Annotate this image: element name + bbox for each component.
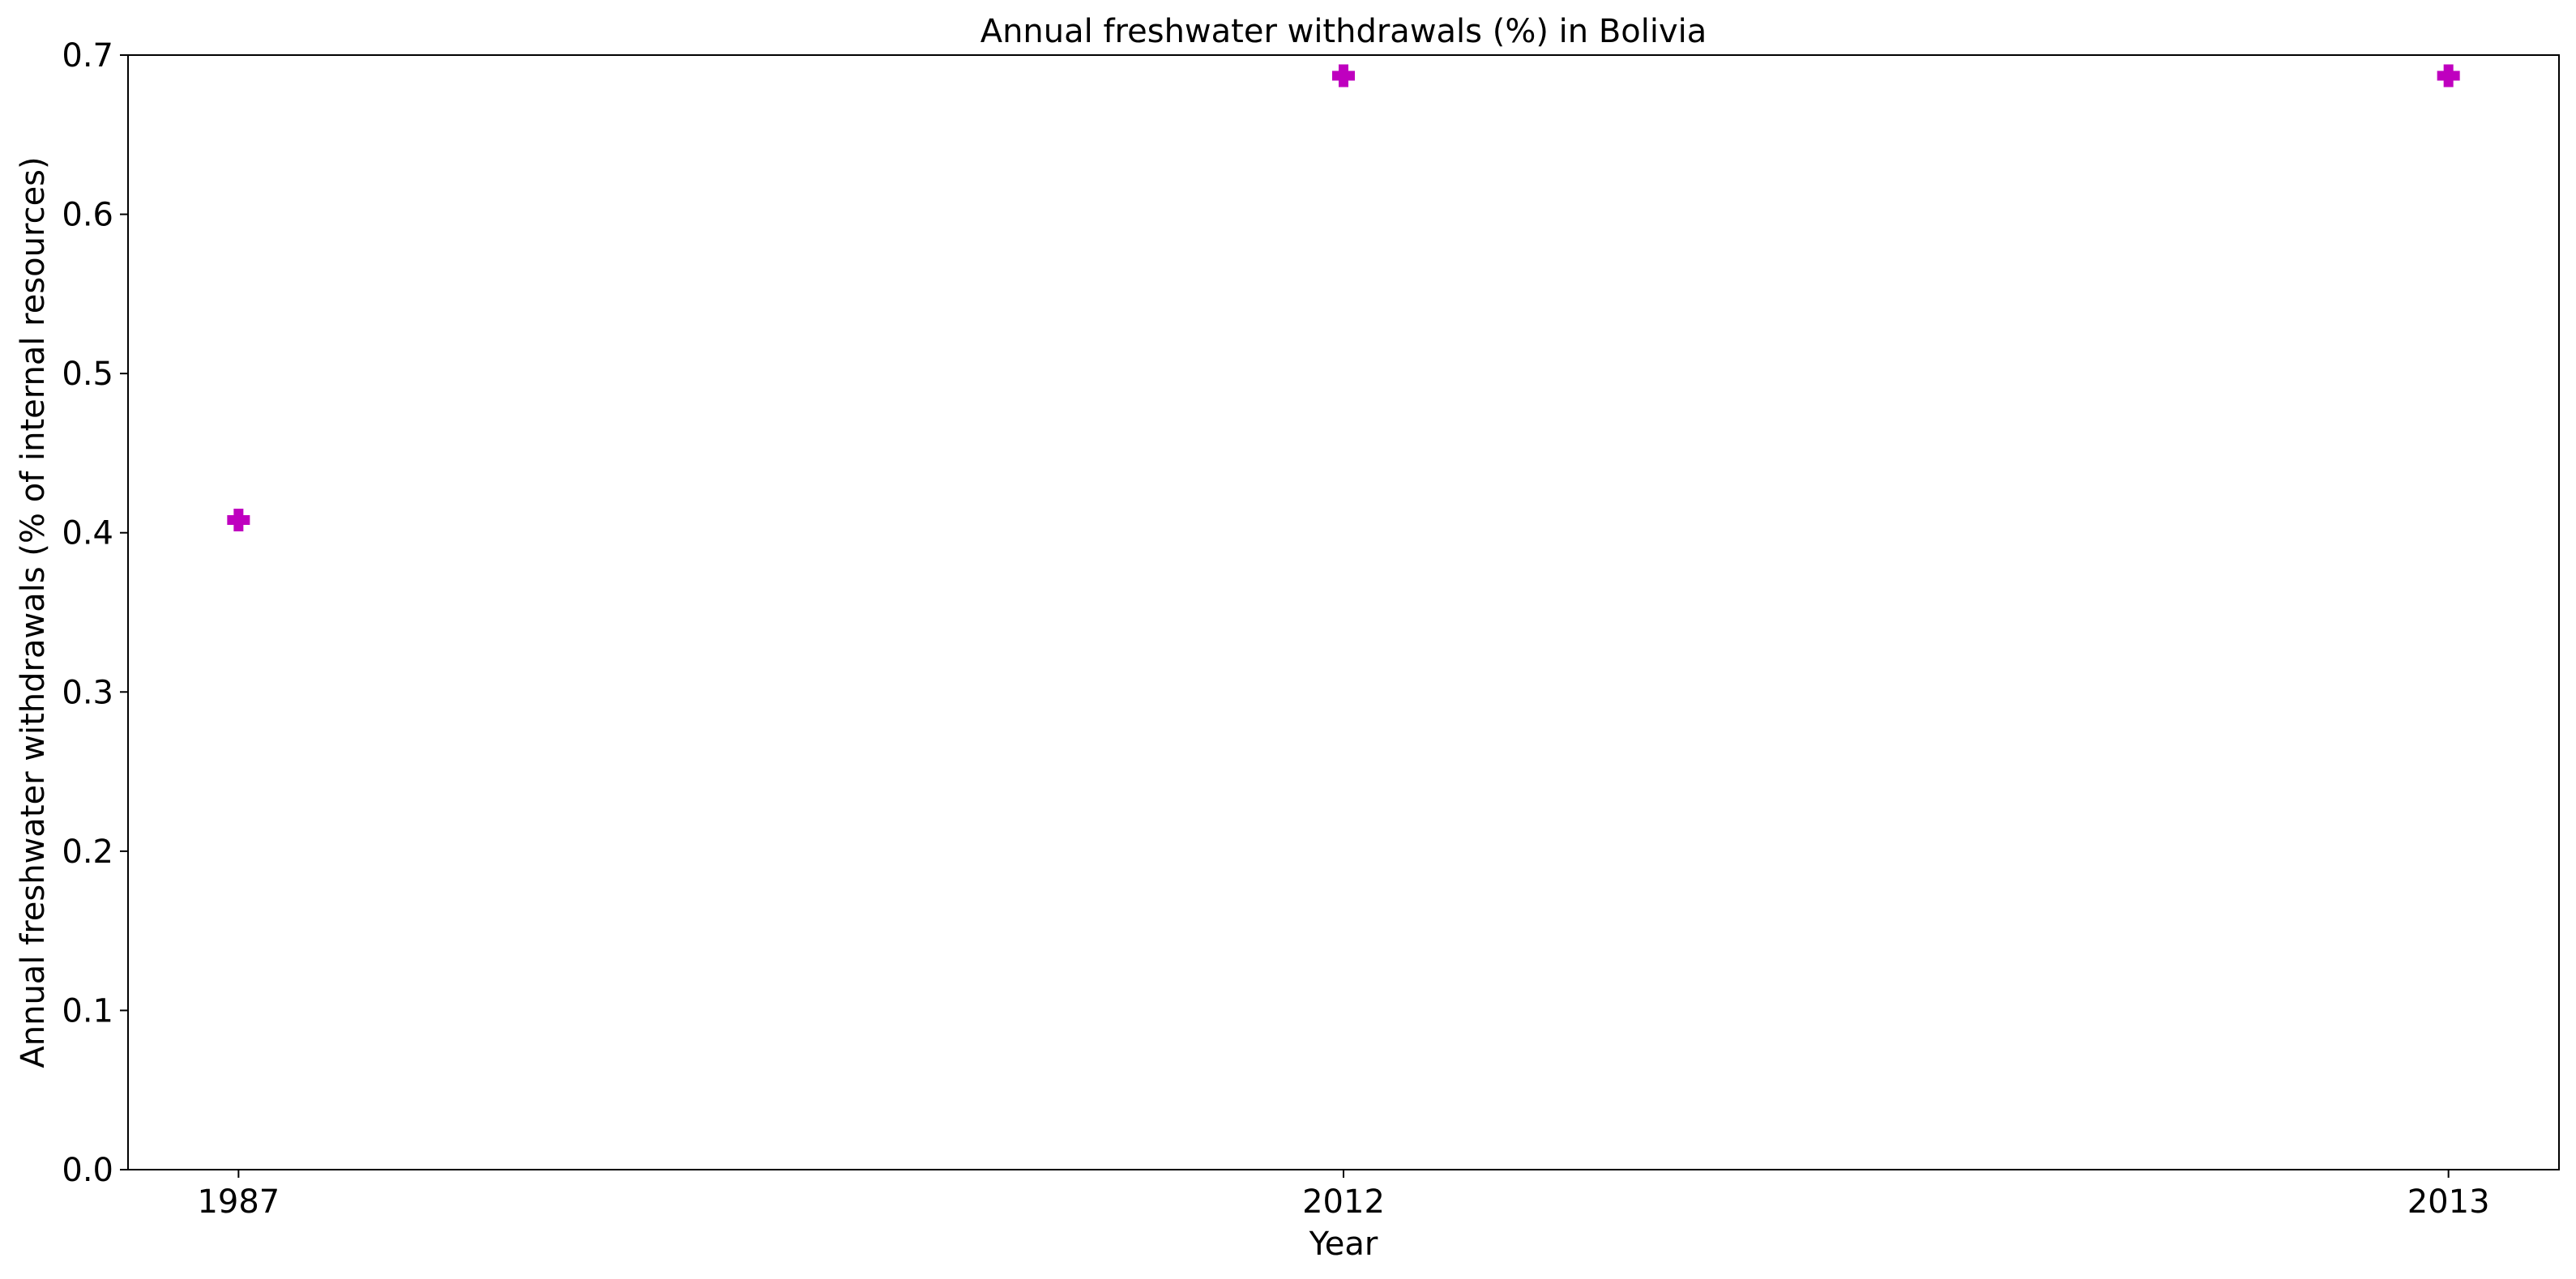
y-tick-label: 0.6 xyxy=(62,197,113,234)
x-axis-label: Year xyxy=(1309,1226,1378,1263)
data-markers xyxy=(227,64,2460,531)
x-axis-ticks: 1987 2012 2013 xyxy=(197,1170,2490,1221)
y-axis-label: Annual freshwater withdrawals (% of inte… xyxy=(15,156,52,1068)
y-tick-label: 0.5 xyxy=(62,356,113,393)
y-tick-label: 0.0 xyxy=(62,1152,113,1189)
data-point-marker-2012 xyxy=(1332,64,1355,87)
y-tick-label: 0.1 xyxy=(62,992,113,1030)
x-tick-label: 2013 xyxy=(2407,1183,2490,1221)
data-point-marker-2013 xyxy=(2437,64,2460,87)
data-point-marker-1987 xyxy=(227,508,250,531)
y-axis-ticks: 0.0 0.1 0.2 0.3 0.4 0.5 0.6 0.7 xyxy=(62,37,128,1189)
chart-title: Annual freshwater withdrawals (%) in Bol… xyxy=(980,13,1707,50)
y-tick-label: 0.7 xyxy=(62,37,113,75)
x-tick-label: 1987 xyxy=(197,1183,280,1221)
y-tick-label: 0.3 xyxy=(62,674,113,711)
y-tick-label: 0.2 xyxy=(62,833,113,871)
y-tick-label: 0.4 xyxy=(62,515,113,552)
x-tick-label: 2012 xyxy=(1302,1183,1385,1221)
